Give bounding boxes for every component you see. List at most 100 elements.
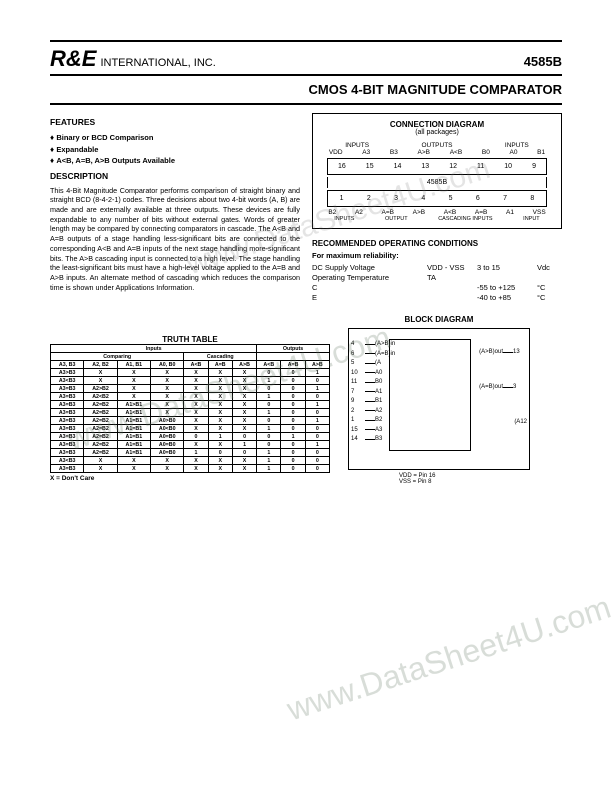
pin-label: A=B <box>475 209 487 216</box>
pin-group-label: OUTPUTS <box>421 142 452 149</box>
block-pin: (A12 <box>514 419 527 425</box>
table-header: A0, B0 <box>151 361 184 369</box>
pin-label: 10 <box>504 163 512 170</box>
table-cell: A3=B3 <box>51 409 84 417</box>
table-row: A3=B3A2=B2A1=B1A0=B0100100 <box>51 449 330 457</box>
pin-label: 2 <box>367 195 371 202</box>
table-header: A=B <box>208 361 232 369</box>
pin-group-label: OUTPUT <box>385 216 408 222</box>
recommended-row: E-40 to +85°C <box>312 293 562 302</box>
pin-label: 4 <box>421 195 425 202</box>
table-cell: 1 <box>184 449 208 457</box>
table-cell: X <box>208 409 232 417</box>
table-cell: X <box>117 369 150 377</box>
table-cell: A1=B1 <box>117 425 150 433</box>
table-cell: X <box>151 393 184 401</box>
table-cell: X <box>184 409 208 417</box>
table-cell: 0 <box>305 425 329 433</box>
table-cell: 0 <box>281 449 305 457</box>
table-cell: X <box>151 409 184 417</box>
pin-label: 12 <box>449 163 457 170</box>
table-cell: 0 <box>281 417 305 425</box>
pin-group-label: INPUT <box>523 216 540 222</box>
recommended-sub: For maximum reliability: <box>312 251 562 260</box>
recommended-row: DC Supply VoltageVDD - VSS3 to 15Vdc <box>312 263 562 272</box>
table-cell: A0>B0 <box>151 417 184 425</box>
table-header: A>B <box>305 361 329 369</box>
table-cell: 0 <box>257 417 281 425</box>
recommended-heading: RECOMMENDED OPERATING CONDITIONS <box>312 239 562 248</box>
pin-label: 13 <box>421 163 429 170</box>
table-cell: 0 <box>305 377 329 385</box>
pin-label: A<B <box>444 209 456 216</box>
table-cell: 0 <box>208 449 232 457</box>
truth-table: InputsOutputs ComparingCascading A3, B3A… <box>50 344 330 473</box>
table-cell: X <box>184 385 208 393</box>
table-cell: X <box>184 401 208 409</box>
table-cell: X <box>184 369 208 377</box>
block-pin: 6(A=B)in <box>351 351 395 357</box>
table-cell: X <box>232 369 256 377</box>
table-cell: X <box>117 377 150 385</box>
table-cell: 0 <box>305 449 329 457</box>
table-cell: A3=B3 <box>51 385 84 393</box>
table-cell: A3>B3 <box>51 369 84 377</box>
table-cell: A3=B3 <box>51 465 84 473</box>
table-header: A3, B3 <box>51 361 84 369</box>
table-row: A3=B3A2=B2A1=B1A0>B0XXX001 <box>51 417 330 425</box>
pin-label: 6 <box>476 195 480 202</box>
pin-label: 16 <box>338 163 346 170</box>
table-cell: A3=B3 <box>51 401 84 409</box>
pin-group-label: INPUTS <box>505 142 529 149</box>
table-cell: X <box>117 465 150 473</box>
table-cell: X <box>232 401 256 409</box>
connection-diagram: CONNECTION DIAGRAM (all packages) INPUTS… <box>312 113 562 229</box>
pin-label: 1 <box>340 195 344 202</box>
table-row: A3=B3A2=B2A1=B1A0=B0010010 <box>51 433 330 441</box>
feature-item: Binary or BCD Comparison <box>50 132 300 144</box>
table-cell: A2=B2 <box>84 401 117 409</box>
table-cell: A2=B2 <box>84 449 117 457</box>
pin-label: 3 <box>394 195 398 202</box>
table-cell: 0 <box>281 441 305 449</box>
table-cell: 0 <box>305 465 329 473</box>
table-cell: X <box>151 401 184 409</box>
table-cell: X <box>184 417 208 425</box>
table-cell: X <box>232 385 256 393</box>
table-row: A3=B3A2<B2XXXXX100 <box>51 393 330 401</box>
table-row: A3<B3XXXXXX100 <box>51 377 330 385</box>
table-header: Inputs <box>51 345 257 353</box>
table-cell: 1 <box>257 425 281 433</box>
feature-item: A<B, A=B, A>B Outputs Available <box>50 155 300 167</box>
table-cell: A2<B2 <box>84 393 117 401</box>
table-cell: X <box>184 377 208 385</box>
table-cell: A1<B1 <box>117 409 150 417</box>
table-cell: X <box>208 417 232 425</box>
table-cell: X <box>208 385 232 393</box>
table-cell: X <box>184 465 208 473</box>
pin-label: 7 <box>503 195 507 202</box>
block-pin: 11B0 <box>351 379 382 385</box>
table-cell: X <box>117 385 150 393</box>
table-row: A3<B3XXXXXX100 <box>51 457 330 465</box>
table-cell: 0 <box>281 385 305 393</box>
table-cell: X <box>208 401 232 409</box>
table-cell: 0 <box>281 369 305 377</box>
table-cell: A1=B1 <box>117 433 150 441</box>
table-cell: X <box>208 425 232 433</box>
table-cell: A2=B2 <box>84 425 117 433</box>
pin-label: 5 <box>449 195 453 202</box>
table-cell: A2>B2 <box>84 385 117 393</box>
table-cell: 1 <box>257 377 281 385</box>
table-cell: 0 <box>305 393 329 401</box>
table-cell: A1=B1 <box>117 449 150 457</box>
pin-label: VDD <box>329 149 343 156</box>
table-cell: 0 <box>281 393 305 401</box>
table-cell: 1 <box>257 393 281 401</box>
description-text: This 4-Bit Magnitude Comparator performs… <box>50 186 300 293</box>
table-cell: 1 <box>257 449 281 457</box>
table-cell: A3=B3 <box>51 425 84 433</box>
table-cell: 0 <box>257 441 281 449</box>
table-row: A3>B3XXXXXX001 <box>51 369 330 377</box>
table-cell: 0 <box>305 433 329 441</box>
